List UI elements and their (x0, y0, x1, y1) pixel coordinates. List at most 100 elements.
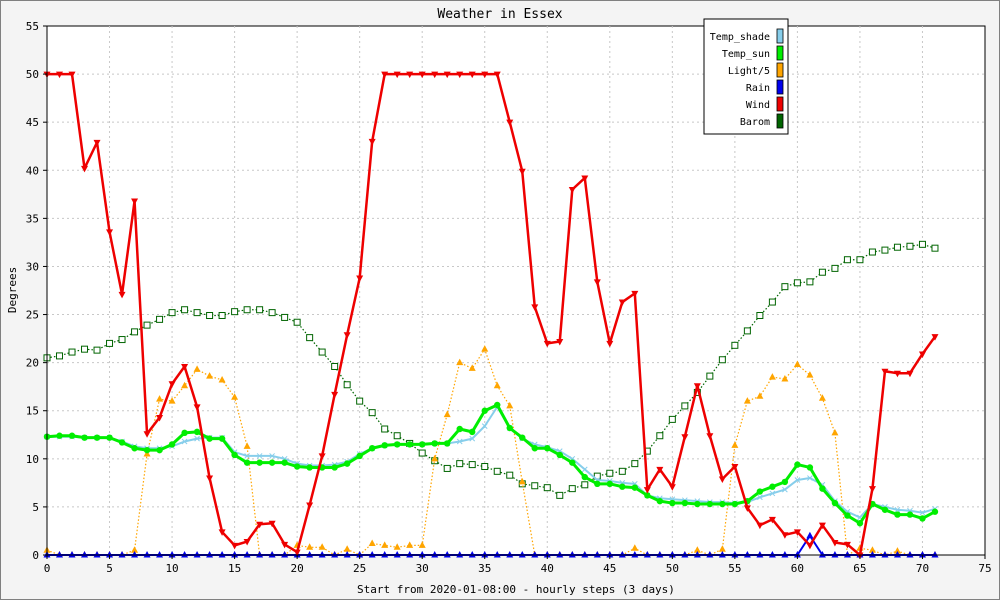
data-point-barom (481, 463, 489, 471)
data-point-light-5 (793, 360, 801, 368)
data-point-rain (756, 551, 764, 558)
data-point-barom (393, 432, 401, 440)
data-point-rain (568, 551, 576, 558)
chart-title: Weather in Essex (437, 7, 562, 22)
data-point-barom (681, 402, 689, 410)
data-point-barom (868, 248, 876, 256)
legend-label-barom: Barom (740, 117, 770, 128)
data-point-wind (81, 165, 89, 173)
data-point-rain (881, 551, 889, 558)
data-point-wind (606, 340, 614, 348)
data-point-barom (806, 278, 814, 286)
data-point-rain (418, 551, 426, 558)
data-point-barom (918, 240, 926, 248)
data-point-wind (656, 466, 664, 474)
data-point-light-5 (131, 546, 139, 553)
data-point-temp-sun (356, 452, 363, 460)
data-point-light-5 (243, 442, 251, 449)
data-point-temp-shade (769, 490, 776, 497)
data-point-barom (131, 328, 139, 336)
data-point-wind (618, 299, 626, 307)
data-point-temp-sun (419, 441, 426, 448)
data-point-rain (531, 551, 539, 558)
data-point-temp-sun (619, 483, 626, 490)
legend-label-wind: Wind (746, 100, 770, 111)
x-axis-title: Start from 2020-01-08:00 - hourly steps … (357, 583, 675, 596)
data-point-temp-sun (806, 464, 814, 471)
y-tick-label: 55 (26, 20, 39, 33)
data-point-temp-sun (481, 407, 488, 414)
axes: 0 5 10 15 20 25 30 35 40 45 50 55 60 65 70 75 0 5 10 15 20 25… (26, 20, 992, 575)
legend-label-temp-sun: Temp_sun (722, 49, 770, 60)
data-point-barom (381, 425, 389, 433)
data-point-wind (593, 279, 601, 286)
data-point-wind (718, 476, 726, 484)
x-tick-label: 70 (916, 562, 929, 575)
legend-swatch-barom (776, 113, 784, 129)
data-point-rain (381, 551, 389, 558)
data-point-wind (868, 486, 876, 493)
data-point-rain (581, 551, 589, 558)
data-point-rain (181, 551, 189, 558)
y-axis-title: Degrees (6, 267, 19, 313)
data-point-barom (893, 243, 901, 251)
data-point-barom (493, 467, 501, 475)
data-point-temp-sun (331, 464, 338, 471)
data-point-rain (893, 551, 901, 558)
data-point-temp-sun (431, 440, 438, 447)
data-point-rain (131, 551, 139, 558)
data-point-barom (293, 318, 301, 326)
data-point-wind (643, 487, 651, 494)
data-point-light-5 (868, 546, 876, 553)
data-point-light-5 (693, 546, 701, 553)
y-tick-label: 10 (26, 453, 39, 466)
y-tick-label: 35 (26, 212, 39, 225)
data-point-wind (931, 334, 939, 341)
data-point-wind (731, 464, 739, 471)
data-point-light-5 (631, 544, 639, 551)
data-point-temp-sun (631, 484, 639, 491)
data-point-wind (318, 453, 326, 460)
data-point-barom (56, 352, 64, 360)
data-point-wind (431, 71, 439, 79)
legend-box (703, 18, 789, 135)
data-point-rain (93, 551, 101, 558)
data-point-rain (356, 551, 364, 558)
data-point-temp-sun (368, 445, 376, 452)
data-point-light-5 (406, 541, 414, 548)
data-point-rain (306, 551, 314, 558)
data-point-wind (768, 516, 776, 524)
data-point-rain (268, 551, 276, 558)
data-point-rain (506, 551, 514, 558)
data-point-rain (331, 551, 339, 558)
data-point-temp-sun (68, 432, 76, 439)
data-point-barom (843, 256, 851, 264)
data-point-light-5 (518, 477, 526, 485)
data-point-wind (781, 532, 789, 539)
data-point-barom (931, 244, 939, 252)
data-point-wind (268, 520, 276, 528)
data-point-temp-sun (731, 500, 739, 508)
data-point-rain (168, 551, 176, 558)
data-point-barom (743, 327, 751, 335)
x-tick-label: 15 (228, 562, 241, 575)
data-point-barom (318, 348, 326, 356)
data-point-temp-sun (93, 434, 101, 441)
data-point-light-5 (731, 441, 739, 448)
data-point-rain (318, 551, 326, 558)
data-point-rain (68, 551, 76, 558)
data-point-barom (818, 268, 826, 276)
data-point-rain (543, 551, 551, 558)
data-point-barom (443, 464, 451, 472)
data-point-wind (131, 198, 139, 206)
data-point-rain (618, 551, 626, 558)
data-point-temp-sun (56, 432, 63, 439)
data-point-barom (218, 312, 226, 320)
data-point-rain (668, 551, 676, 558)
y-tick-label: 50 (26, 68, 39, 81)
data-point-light-5 (231, 393, 239, 400)
data-point-wind (556, 338, 564, 346)
data-point-wind (481, 71, 489, 79)
data-point-wind (631, 290, 639, 298)
data-point-light-5 (756, 392, 764, 399)
